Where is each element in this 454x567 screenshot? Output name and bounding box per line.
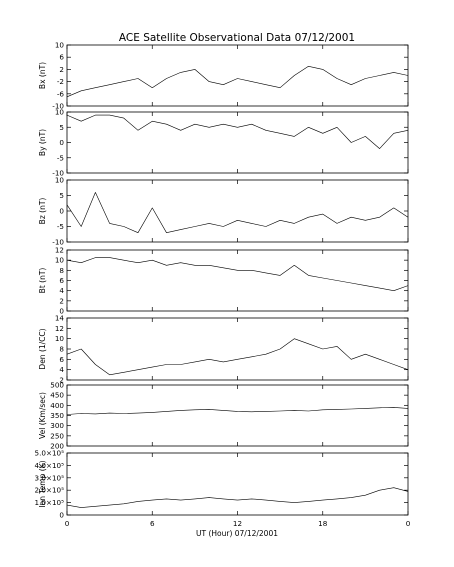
y-tick-label: 5	[59, 191, 64, 200]
y-tick-label: 10	[55, 334, 65, 343]
y-axis-label: Den (1/CC)	[38, 328, 47, 369]
x-tick-label: 12	[233, 519, 242, 528]
y-tick-label: 3.0×10⁵	[35, 473, 65, 482]
panel-frame	[66, 179, 409, 243]
y-axis-label: Bx (nT)	[38, 62, 47, 89]
y-tick-label: -6	[57, 89, 65, 98]
y-tick-label: 8	[59, 345, 64, 354]
panel-frame	[66, 111, 409, 174]
y-tick-label: 10	[55, 256, 65, 265]
y-axis-label: Ion Temp (K)	[38, 460, 47, 507]
panel-frame	[66, 384, 409, 447]
y-tick-label: 2	[59, 65, 64, 74]
data-line	[66, 192, 409, 233]
y-tick-label: 300	[50, 421, 64, 430]
y-tick-label: 500	[50, 381, 64, 390]
chart-title: ACE Satellite Observational Data 07/12/2…	[119, 32, 355, 44]
y-tick-label: 2.0×10⁵	[35, 486, 65, 495]
y-tick-label: 0	[59, 511, 64, 520]
panel-frame	[66, 44, 409, 107]
y-tick-label: 0	[59, 138, 64, 147]
y-axis-label: Vel (Km/sec)	[38, 392, 47, 439]
y-tick-label: 10	[55, 108, 65, 117]
panel-6: 0 1.0×10⁵ 2.0×10⁵ 3.0×10⁵ 4.0×10⁵ 5.0×10⁵ Ion …	[35, 449, 409, 520]
y-tick-label: 0	[59, 307, 64, 316]
y-tick-label: 0	[59, 207, 64, 216]
y-tick-label: 12	[55, 324, 64, 333]
y-tick-label: 14	[55, 314, 65, 323]
y-tick-label: 450	[50, 391, 64, 400]
y-tick-label: 6	[59, 276, 64, 285]
y-tick-label: -5	[57, 153, 64, 162]
y-tick-label: -10	[52, 102, 64, 111]
y-tick-label: 1.0×10⁵	[35, 498, 65, 507]
y-tick-label: -10	[52, 169, 64, 178]
y-axis-label: Bz (nT)	[38, 198, 47, 225]
y-axis-label: By (nT)	[38, 129, 47, 156]
x-tick-label: 18	[318, 519, 328, 528]
panel-frame	[66, 317, 409, 381]
panel-1: -10 -5 0 5 10 By (nT)	[38, 108, 409, 178]
x-axis-label: UT (Hour) 07/12/2001	[196, 529, 278, 538]
panel-0: -10 -6 -2 2 6 10 Bx (nT)	[38, 41, 409, 111]
y-tick-label: 6	[59, 53, 64, 62]
y-tick-label: 250	[50, 431, 64, 440]
data-line	[66, 66, 409, 98]
data-line	[66, 114, 409, 149]
y-tick-label: 2	[59, 296, 64, 305]
y-tick-label: 4	[59, 286, 64, 295]
y-tick-label: 6	[59, 355, 64, 364]
y-tick-label: 2	[59, 376, 64, 385]
y-tick-label: 350	[50, 411, 64, 420]
y-tick-label: 400	[50, 401, 64, 410]
y-tick-label: 5.0×10⁵	[35, 449, 65, 458]
data-line	[66, 338, 409, 376]
y-tick-label: 5	[59, 123, 64, 132]
x-tick-label: 0	[65, 519, 70, 528]
data-line	[66, 407, 409, 415]
x-tick-label: 0	[406, 519, 411, 528]
panel-frame	[66, 452, 409, 516]
y-tick-label: 12	[55, 246, 64, 255]
panel-2: -10 -5 0 5 10 Bz (nT)	[38, 176, 409, 247]
x-tick-label: 6	[150, 519, 155, 528]
y-tick-label: 8	[59, 266, 64, 275]
y-tick-label: 10	[55, 41, 65, 50]
data-line	[66, 257, 409, 292]
y-tick-label: 4	[59, 365, 64, 374]
y-tick-label: -2	[57, 77, 64, 86]
y-axis-label: Bt (nT)	[38, 268, 47, 294]
y-tick-label: 10	[55, 176, 65, 185]
y-tick-label: -5	[57, 222, 64, 231]
y-tick-label: 200	[50, 442, 64, 451]
y-tick-label: 4.0×10⁵	[35, 461, 65, 470]
y-tick-label: -10	[52, 238, 64, 247]
panels: -10 -6 -2 2 6 10 Bx (nT) -10 -5 0 5 10 By (nT) -10 -5 0…	[35, 41, 411, 529]
data-line	[66, 487, 409, 508]
